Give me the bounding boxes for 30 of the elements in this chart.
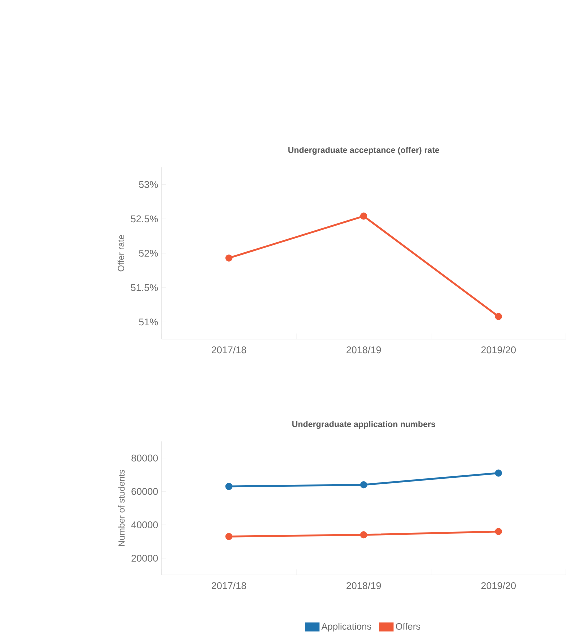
point [225,533,233,540]
y-tick-label: 52.5% [131,216,158,223]
x-tick-label: 2018/19 [346,346,381,354]
x-tick-label: 2019/20 [481,582,516,590]
x-tick-label: 2017/18 [212,582,246,590]
x-tick-label: 2017/18 [212,346,246,354]
chart-title: Undergraduate application numbers [292,421,436,430]
y-tick-label: 80000 [132,454,158,462]
y-tick-label: 40000 [131,522,158,529]
y-tick-label: 60000 [132,488,158,496]
y-axis-title: Number of students [118,470,125,546]
point [225,254,233,262]
x-tick-label: 2019/20 [481,346,516,354]
legend-label: Offers [396,623,420,630]
y-axis-title: Offer rate [118,235,124,272]
point [360,212,368,220]
point [360,532,368,539]
y-tick-label: 20000 [132,555,158,562]
y-tick-label: 51% [139,318,158,326]
y-tick-label: 51.5% [131,284,158,292]
point [225,483,233,490]
point [495,313,502,320]
y-tick-label: 52% [139,250,158,257]
point [360,481,368,489]
y-tick-label: 53% [139,181,158,188]
x-tick-label: 2018/19 [346,582,381,590]
point [495,470,502,477]
legend-label: Applications [321,623,372,632]
point [495,528,502,536]
chart-title: Undergraduate acceptance (offer) rate [288,147,440,155]
